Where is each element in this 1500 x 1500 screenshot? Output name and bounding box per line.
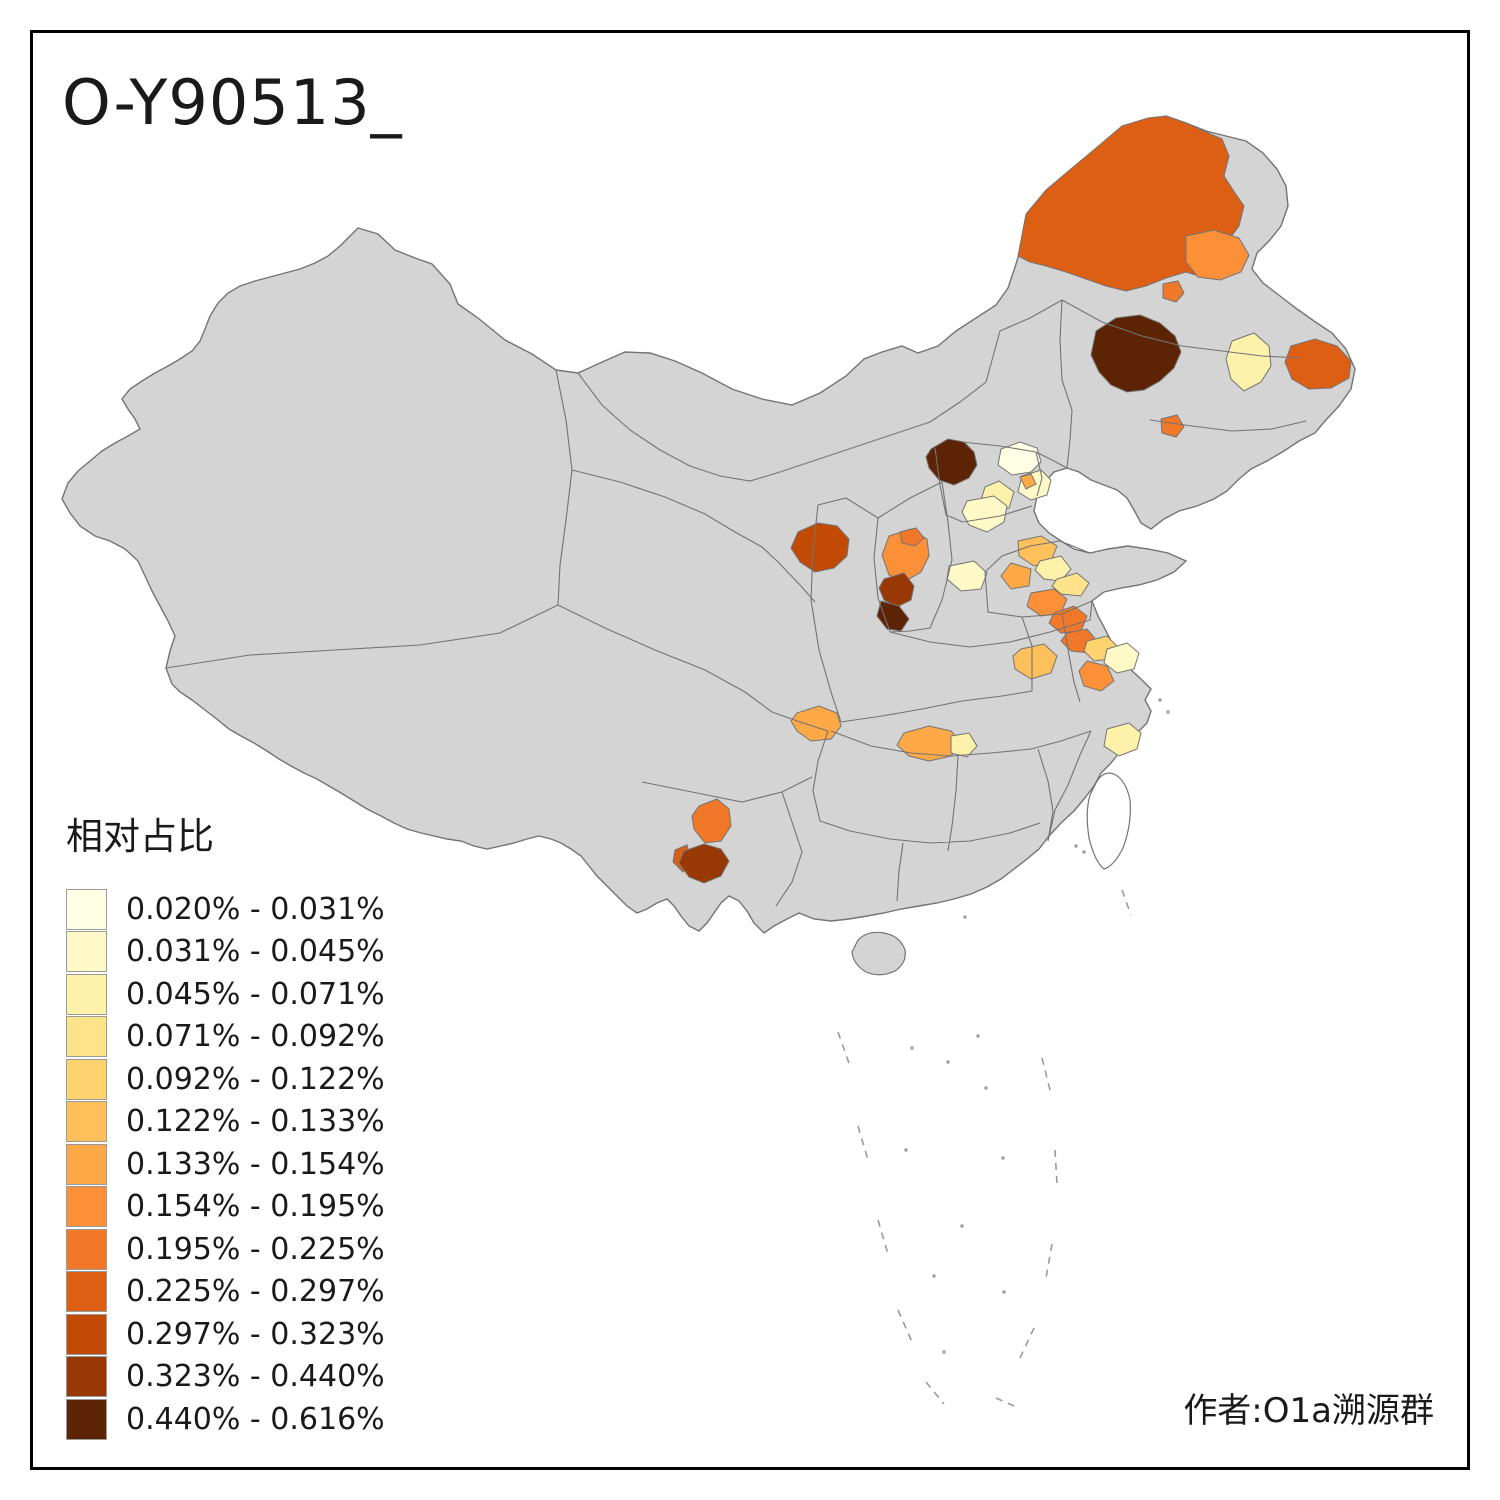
nine-dash-line	[837, 889, 1132, 1407]
legend-label: 0.154% - 0.195%	[126, 1189, 385, 1225]
map-region	[1225, 332, 1272, 392]
legend-classes: 0.020% - 0.031% 0.031% - 0.045% 0.045% - 0…	[66, 888, 385, 1441]
legend-label: 0.071% - 0.092%	[126, 1019, 385, 1055]
legend-label: 0.031% - 0.045%	[126, 934, 385, 970]
map-region	[1019, 473, 1037, 490]
legend-label: 0.323% - 0.440%	[126, 1359, 385, 1395]
map-region	[790, 522, 850, 573]
legend-row: 0.154% - 0.195%	[66, 1186, 385, 1229]
plot-title: O-Y90513_	[62, 66, 403, 139]
legend-swatch	[66, 1186, 107, 1228]
legend-label: 0.133% - 0.154%	[126, 1146, 385, 1182]
map-region	[1078, 660, 1115, 692]
legend-row: 0.122% - 0.133%	[66, 1101, 385, 1144]
legend-label: 0.225% - 0.297%	[126, 1274, 385, 1310]
colored-regions	[672, 115, 1352, 884]
legend-swatch	[66, 1398, 107, 1440]
legend-row: 0.020% - 0.031%	[66, 888, 385, 931]
attribution: 作者:O1a溯源群	[1183, 1391, 1434, 1431]
map-region	[1103, 722, 1142, 757]
map-region	[899, 527, 925, 547]
map-region	[997, 441, 1042, 476]
legend-row: 0.297% - 0.323%	[66, 1313, 385, 1356]
map-region	[950, 732, 978, 758]
map-region	[1090, 314, 1182, 393]
legend-swatch	[66, 1058, 107, 1100]
legend-swatch	[66, 973, 107, 1015]
legend-row: 0.323% - 0.440%	[66, 1356, 385, 1399]
map-region	[961, 495, 1008, 533]
legend-row: 0.225% - 0.297%	[66, 1271, 385, 1314]
legend-title: 相对占比	[66, 815, 214, 858]
legend: 相对占比 0.020% - 0.031% 0.031% - 0.045% 0.045…	[66, 806, 385, 1441]
taiwan-island	[1086, 772, 1131, 870]
legend-swatch	[66, 931, 107, 973]
legend-label: 0.122% - 0.133%	[126, 1104, 385, 1140]
legend-row: 0.071% - 0.092%	[66, 1016, 385, 1059]
legend-swatch	[66, 1271, 107, 1313]
map-region	[1160, 414, 1185, 438]
legend-swatch	[66, 1143, 107, 1185]
map-region	[1284, 338, 1352, 390]
legend-row: 0.092% - 0.122%	[66, 1058, 385, 1101]
legend-label: 0.440% - 0.616%	[126, 1401, 385, 1437]
map-region	[691, 798, 732, 844]
legend-swatch	[66, 888, 107, 930]
legend-row: 0.045% - 0.071%	[66, 973, 385, 1016]
legend-row: 0.195% - 0.225%	[66, 1228, 385, 1271]
legend-label: 0.020% - 0.031%	[126, 891, 385, 927]
map-region	[790, 705, 842, 742]
hainan-island	[851, 931, 906, 976]
map-region	[1103, 642, 1140, 674]
map-region	[1012, 643, 1058, 680]
legend-row: 0.440% - 0.616%	[66, 1398, 385, 1441]
province-boundaries	[165, 299, 1307, 907]
legend-swatch	[66, 1101, 107, 1143]
map-region	[1051, 572, 1090, 597]
sea-island-dots	[904, 698, 1170, 1354]
map-region	[1185, 229, 1250, 281]
map-region	[1162, 280, 1185, 303]
map-region	[1000, 562, 1032, 590]
legend-swatch	[66, 1313, 107, 1355]
legend-label: 0.092% - 0.122%	[126, 1061, 385, 1097]
map-region	[678, 843, 730, 884]
legend-swatch	[66, 1016, 107, 1058]
map-region	[878, 572, 915, 608]
legend-row: 0.133% - 0.154%	[66, 1143, 385, 1186]
legend-label: 0.195% - 0.225%	[126, 1231, 385, 1267]
legend-label: 0.297% - 0.323%	[126, 1316, 385, 1352]
legend-swatch	[66, 1228, 107, 1270]
legend-row: 0.031% - 0.045%	[66, 931, 385, 974]
legend-swatch	[66, 1356, 107, 1398]
legend-label: 0.045% - 0.071%	[126, 976, 385, 1012]
